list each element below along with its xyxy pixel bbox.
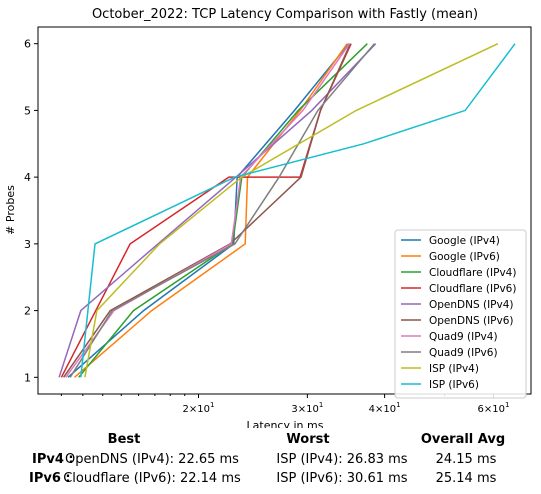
y-axis: 1 2 3 4 5 6 <box>24 38 38 384</box>
plot-lines <box>58 43 516 378</box>
y-tick-label: 2 <box>24 305 31 318</box>
series-line <box>78 43 368 378</box>
legend-label: Google (IPv4) <box>429 235 500 247</box>
summary-overall-value: 25.14 ms <box>435 471 497 486</box>
legend-label: Cloudflare (IPv6) <box>429 283 516 295</box>
summary-best-value: OpenDNS (IPv4): 22.65 ms <box>65 452 239 467</box>
series-line <box>65 43 351 378</box>
summary-overall-value: 24.15 ms <box>435 452 497 467</box>
x-axis: 2×101 3×101 4×101 6×101 <box>60 394 510 415</box>
x-tick-label: 3×101 <box>291 401 323 415</box>
summary-header-worst: Worst <box>286 432 330 447</box>
series-line <box>80 43 516 378</box>
series-line <box>58 43 377 378</box>
x-tick-label: 2×101 <box>183 401 215 415</box>
y-axis-label: # Probes <box>4 185 17 235</box>
chart-title: October_2022: TCP Latency Comparison wit… <box>92 7 478 22</box>
y-tick-label: 1 <box>24 371 31 384</box>
legend: Google (IPv4) Google (IPv6) Cloudflare (IP… <box>394 229 527 399</box>
series-line <box>74 43 348 378</box>
y-tick-label: 4 <box>24 171 31 184</box>
summary-worst-value: ISP (IPv6): 30.61 ms <box>276 471 408 486</box>
legend-label: Quad9 (IPv6) <box>429 347 498 359</box>
x-axis-label: Latency in ms <box>247 419 324 428</box>
x-tick-label: 6×101 <box>478 401 510 415</box>
summary-best-value: Cloudflare (IPv6): 22.14 ms <box>63 471 241 486</box>
legend-label: ISP (IPv4) <box>429 363 479 375</box>
legend-label: OpenDNS (IPv6) <box>429 315 514 327</box>
series-line <box>67 43 350 378</box>
series-line <box>84 43 499 378</box>
latency-chart: October_2022: TCP Latency Comparison wit… <box>4 7 532 428</box>
y-tick-label: 6 <box>24 38 31 51</box>
summary-row-label: IPv6 : <box>29 471 71 486</box>
legend-label: ISP (IPv6) <box>429 379 479 391</box>
summary-header-best: Best <box>107 432 141 447</box>
y-tick-label: 5 <box>24 104 31 117</box>
legend-label: Cloudflare (IPv4) <box>429 267 516 279</box>
x-tick-label: 4×101 <box>369 401 401 415</box>
legend-label: Google (IPv6) <box>429 251 500 263</box>
summary-worst-value: ISP (IPv4): 26.83 ms <box>276 452 408 467</box>
series-line <box>62 43 351 378</box>
summary-header-overall: Overall Avg <box>420 432 506 447</box>
summary-table: Best Worst Overall Avg IPv4 : OpenDNS (I… <box>0 428 541 494</box>
legend-label: Quad9 (IPv4) <box>429 331 498 343</box>
legend-box <box>394 229 527 399</box>
summary-row-label: IPv4 : <box>32 452 74 467</box>
y-tick-label: 3 <box>24 238 31 251</box>
series-line <box>69 43 375 378</box>
plot-frame <box>37 26 532 395</box>
legend-label: OpenDNS (IPv4) <box>429 299 514 311</box>
